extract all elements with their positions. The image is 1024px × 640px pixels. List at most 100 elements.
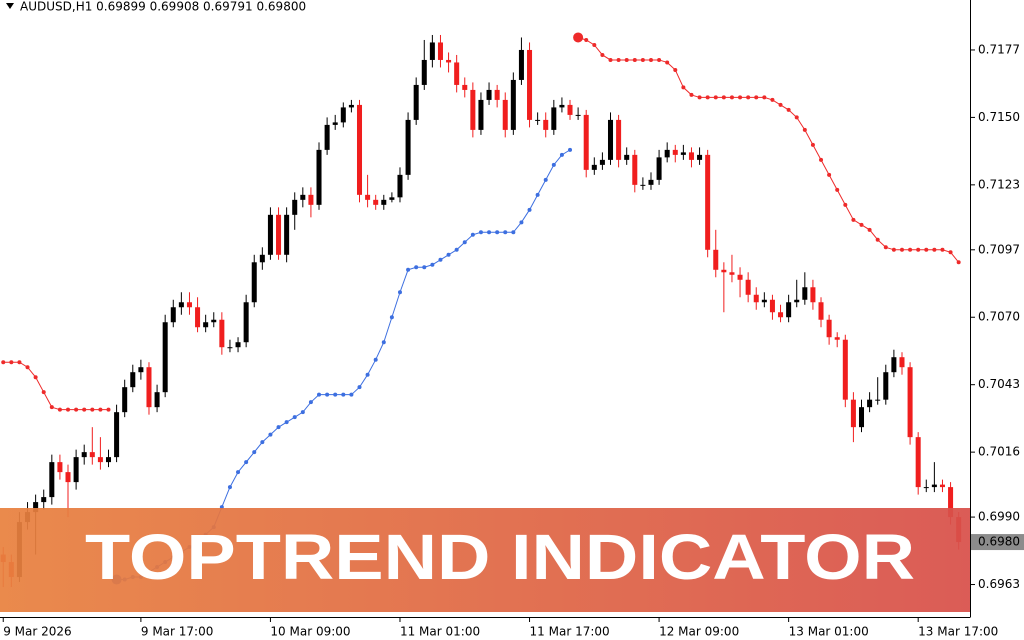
candle-body — [146, 367, 152, 408]
candle-body — [57, 462, 63, 473]
candle-body — [632, 154, 638, 185]
candle-body — [81, 452, 87, 458]
candle-body — [607, 119, 614, 160]
y-tick-label: 0.7177 — [978, 42, 1020, 56]
trend-dot — [624, 57, 629, 62]
y-tick-label: 0.7123 — [978, 177, 1020, 191]
candle-body — [219, 319, 225, 348]
trend-dot — [106, 407, 111, 412]
candle-body — [842, 339, 848, 400]
candle-body — [648, 179, 654, 185]
candle-body — [794, 299, 800, 303]
trend-dot — [317, 392, 322, 397]
trend-dot — [924, 247, 929, 252]
candle-body — [705, 154, 711, 250]
candle-body — [745, 279, 751, 295]
trend-dot — [867, 227, 872, 232]
candle-body — [510, 79, 516, 130]
trend-dot — [389, 315, 394, 320]
candle-body — [583, 114, 589, 170]
trend-dot — [665, 60, 670, 65]
candle-body — [680, 152, 686, 155]
trend-dot — [608, 57, 613, 62]
trend-dot — [948, 250, 953, 255]
trend-dot — [487, 230, 492, 235]
candle-body — [591, 164, 597, 170]
candle-body — [373, 199, 379, 205]
candle-body — [251, 262, 257, 303]
banner-title: TOPTREND INDICATOR — [85, 521, 915, 593]
candle-body — [818, 302, 824, 320]
trend-dot — [819, 157, 824, 162]
candle-body — [365, 194, 371, 200]
candle-body — [292, 199, 298, 215]
candle-body — [259, 254, 265, 263]
candle-body — [195, 307, 201, 328]
trend-dot — [422, 265, 427, 270]
candle-body — [664, 149, 670, 158]
symbol-info: AUDUSD,H1 0.69899 0.69908 0.69791 0.6980… — [20, 0, 306, 14]
candle-body — [33, 502, 39, 513]
menu-arrow[interactable] — [6, 3, 14, 9]
trend-dot — [859, 222, 864, 227]
candle-body — [875, 399, 881, 401]
candle-body — [769, 299, 775, 313]
trend-dot — [721, 95, 726, 100]
candle-body — [65, 472, 71, 483]
candle-body — [243, 302, 249, 343]
trend-dot — [365, 372, 370, 377]
candle-body — [276, 214, 282, 255]
trend-dot — [810, 142, 815, 147]
trend-dot — [568, 147, 573, 152]
trend-dot — [689, 92, 694, 97]
candle-body — [599, 159, 605, 165]
trend-dot — [66, 407, 71, 412]
x-tick-label: 10 Mar 09:00 — [270, 625, 350, 639]
trend-dot — [74, 407, 79, 412]
candle-body — [413, 84, 419, 120]
candle-body — [858, 407, 865, 428]
trend-dot — [341, 392, 346, 397]
trend-dot — [325, 392, 330, 397]
candle-body — [948, 487, 954, 518]
candle-body — [114, 412, 120, 458]
candle-body — [753, 294, 759, 303]
candle-body — [688, 152, 694, 160]
candle-body — [122, 387, 128, 413]
trend-dot — [33, 375, 38, 380]
x-tick-label: 11 Mar 17:00 — [530, 625, 610, 639]
trend-dot — [495, 230, 500, 235]
x-tick-label: 13 Mar 17:00 — [918, 625, 998, 639]
trend-dot — [778, 102, 783, 107]
trend-dot — [397, 290, 402, 295]
trend-dot — [357, 385, 362, 390]
candle-body — [939, 484, 945, 488]
candle-body — [761, 299, 767, 303]
trend-dot — [843, 202, 848, 207]
trend-dot — [632, 57, 637, 62]
trend-dot — [738, 95, 743, 100]
candle-body — [834, 337, 840, 340]
candle-body — [486, 89, 492, 100]
trend-dot — [640, 57, 645, 62]
y-tick-label: 0.7043 — [978, 377, 1020, 391]
trend-dot — [470, 232, 475, 237]
candle-body — [502, 99, 508, 130]
candle-body — [810, 287, 816, 303]
candle-body — [786, 302, 792, 318]
x-tick-label: 13 Mar 01:00 — [789, 625, 869, 639]
candle-body — [656, 157, 662, 180]
trend-dot — [559, 152, 564, 157]
trend-dot — [268, 432, 273, 437]
price-label: 0.6980 — [978, 535, 1020, 549]
candle-body — [235, 342, 241, 348]
candle-body — [97, 457, 103, 463]
candle-body — [826, 319, 832, 338]
trend-dot — [98, 407, 103, 412]
candle-body — [267, 214, 273, 255]
candle-body — [883, 372, 889, 400]
candle-body — [923, 487, 929, 489]
trend-dot — [883, 245, 888, 250]
candle-body — [462, 84, 468, 90]
